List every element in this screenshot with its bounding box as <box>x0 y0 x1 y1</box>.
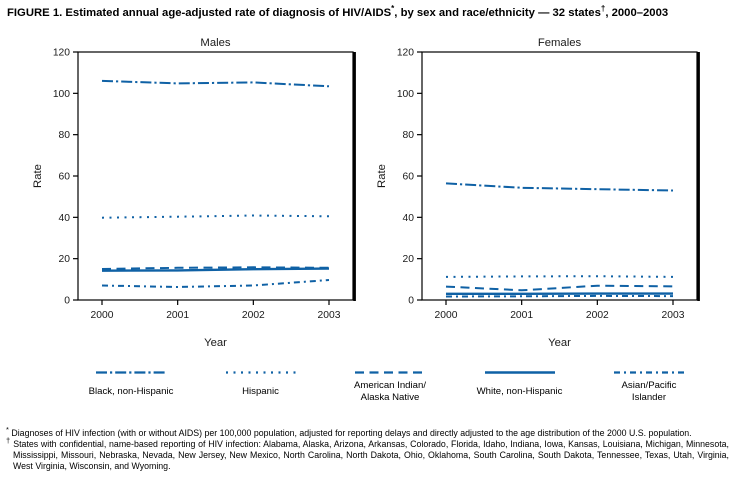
footnotes: * Diagnoses of HIV infection (with or wi… <box>6 425 729 472</box>
footnote-text: Diagnoses of HIV infection (with or with… <box>8 428 692 438</box>
y-tick-label: 80 <box>59 130 71 141</box>
x-tick-label: 2001 <box>510 310 533 321</box>
males-panel-title: Males <box>200 37 230 49</box>
females-panel-title: Females <box>538 37 582 49</box>
y-tick-label: 0 <box>64 296 70 307</box>
legend-label-ai_an: American Indian/Alaska Native <box>354 379 426 403</box>
y-tick-label: 120 <box>397 48 414 59</box>
males-line-hispanic <box>101 214 330 219</box>
females-line-hispanic <box>445 275 674 278</box>
asterisk-footnote-marker: * <box>391 4 395 14</box>
males-line-white_nh <box>101 267 330 272</box>
y-tick-label: 60 <box>59 172 71 183</box>
females-line-ai_an <box>445 284 674 292</box>
females-y-axis-label: Rate <box>376 164 388 188</box>
males-line-ai_an <box>101 266 330 270</box>
dagger-footnote-marker: † <box>600 4 606 14</box>
males-chart: Males 0 20 40 60 80 100 120 2000 2001 2002 2003 Rate… <box>28 36 368 356</box>
legend-line-sample-black_nh <box>96 371 166 374</box>
females-line-api <box>445 294 674 298</box>
females-line-black_nh <box>445 182 674 192</box>
legend-label-black_nh: Black, non-Hispanic <box>88 385 174 397</box>
males-y-axis-label: Rate <box>32 164 44 188</box>
legend-item-api: Asian/Pacific Islander <box>588 369 710 405</box>
x-tick-label: 2000 <box>435 310 458 321</box>
x-tick-label: 2003 <box>662 310 685 321</box>
legend-line-sample-white_nh <box>484 371 555 374</box>
females-x-axis-label: Year <box>548 337 571 349</box>
y-tick-label: 100 <box>53 89 70 100</box>
x-tick-label: 2002 <box>586 310 609 321</box>
y-tick-label: 20 <box>403 254 415 265</box>
y-tick-label: 40 <box>59 213 71 224</box>
legend-item-white_nh: White, non-Hispanic <box>459 369 581 405</box>
legend-label-hispanic: Hispanic <box>242 385 279 397</box>
males-x-axis-label: Year <box>204 337 227 349</box>
footnote-marker: * <box>6 425 9 435</box>
legend-label-white_nh: White, non-Hispanic <box>476 385 563 397</box>
figure-title-text: FIGURE 1. Estimated annual age-adjusted … <box>7 7 392 19</box>
y-tick-label: 0 <box>408 296 414 307</box>
x-tick-label: 2000 <box>91 310 114 321</box>
males-plot-border <box>77 51 354 301</box>
chart-legend: Black, non-Hispanic Hispanic American Indi… <box>70 369 710 417</box>
figure-title: FIGURE 1. Estimated annual age-adjusted … <box>7 4 727 21</box>
legend-item-black_nh: Black, non-Hispanic <box>70 369 192 405</box>
footnote-dagger: † States with confidential, name-based r… <box>6 435 729 472</box>
females-chart: Females 0 20 40 60 80 100 120 2000 2001 2002 2003 Ra… <box>372 36 712 356</box>
males-line-black_nh <box>101 79 330 88</box>
footnote-marker: † <box>6 435 11 445</box>
legend-line-sample-hispanic <box>225 371 296 374</box>
y-tick-label: 60 <box>403 172 415 183</box>
figure-title-text: , by sex and race/ethnicity — 32 states <box>394 7 601 19</box>
footnote-text: States with confidential, name-based rep… <box>10 438 729 471</box>
y-tick-label: 20 <box>59 254 71 265</box>
x-tick-label: 2003 <box>318 310 341 321</box>
x-tick-label: 2002 <box>242 310 265 321</box>
females-plot-border <box>421 51 698 301</box>
males-line-api <box>101 279 330 289</box>
females-plot: Females 0 20 40 60 80 100 120 2000 2001 2002 2003 Ra… <box>376 37 700 349</box>
y-tick-label: 40 <box>403 213 415 224</box>
legend-line-sample-api <box>614 371 684 374</box>
y-tick-label: 120 <box>53 48 70 59</box>
figure-title-text: , 2000–2003 <box>605 7 669 19</box>
legend-item-ai_an: American Indian/Alaska Native <box>329 369 451 405</box>
legend-item-hispanic: Hispanic <box>200 369 322 405</box>
legend-line-sample-ai_an <box>355 371 425 374</box>
x-tick-label: 2001 <box>166 310 189 321</box>
y-tick-label: 100 <box>397 89 414 100</box>
footnote-asterisk: * Diagnoses of HIV infection (with or wi… <box>6 425 729 439</box>
males-plot: Males 0 20 40 60 80 100 120 2000 2001 2002 2003 Rate… <box>32 37 356 349</box>
y-tick-label: 80 <box>403 130 415 141</box>
legend-label-api: Asian/Pacific Islander <box>621 379 677 403</box>
